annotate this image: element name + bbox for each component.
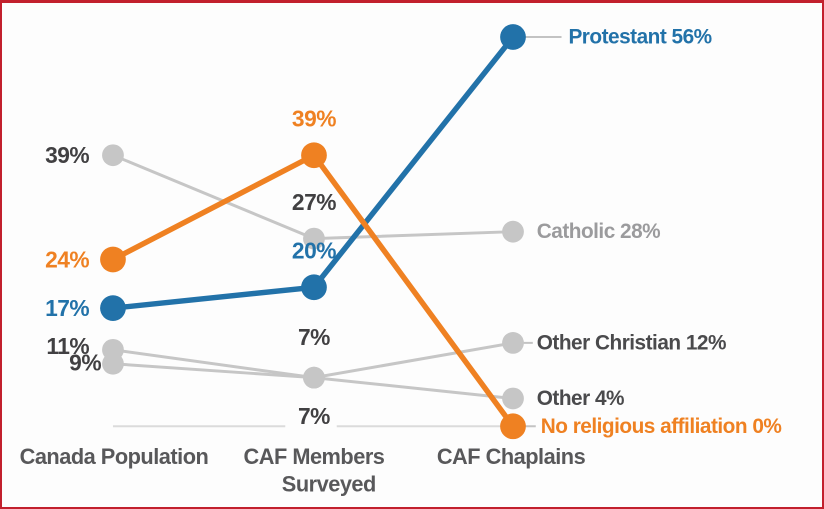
value-label-protestant-0: 17%: [45, 295, 89, 321]
end-label-protestant: Protestant 56%: [568, 26, 711, 49]
dot-no-religious-affiliation-0: [100, 246, 126, 273]
end-label-no-religious-affiliation: No religious affiliation 0%: [541, 415, 782, 438]
value-label-no-religious-affiliation-0: 24%: [45, 246, 89, 272]
value-label-no-religious-affiliation-1: 39%: [292, 106, 336, 132]
dot-catholic-0: [102, 144, 124, 167]
value-label-other-christian-0: 11%: [46, 333, 89, 359]
value-label-catholic-0: 39%: [45, 142, 89, 168]
dot-other-0: [102, 352, 124, 375]
category-label-1-line2: Surveyed: [282, 472, 376, 497]
dot-protestant-0: [100, 295, 126, 322]
dot-catholic-1: [303, 227, 325, 250]
dot-no-religious-affiliation-2: [500, 413, 526, 440]
slope-chart-svg: 17% 24% 39% 11%9% 20% 39% 27% 7% 7% Protestant 56…: [20, 24, 782, 497]
dot-catholic-2: [502, 220, 524, 243]
end-label-other: Other 4%: [537, 387, 624, 410]
dot-other-1: [303, 366, 325, 389]
dot-other-2: [502, 387, 524, 410]
value-label-protestant-1: 20%: [292, 238, 336, 264]
end-label-other-christian: Other Christian 12%: [537, 331, 726, 354]
dot-protestant-1: [301, 274, 327, 301]
value-label-other-0: 9%: [69, 350, 101, 376]
category-label-0: Canada Population: [20, 444, 209, 469]
value-label-catholic-1: 27%: [292, 189, 336, 215]
category-label-1: CAF Members: [244, 444, 385, 469]
line-protestant: [112, 35, 516, 311]
value-label-other-christian-1: 7%: [298, 324, 330, 350]
value-label-other-1: 7%: [298, 403, 330, 429]
dot-other-christian-2: [502, 331, 524, 354]
dot-protestant-2: [500, 24, 526, 50]
dot-no-religious-affiliation-1: [301, 142, 327, 169]
category-label-2: CAF Chaplains: [437, 444, 586, 469]
end-label-catholic: Catholic 28%: [537, 220, 660, 243]
